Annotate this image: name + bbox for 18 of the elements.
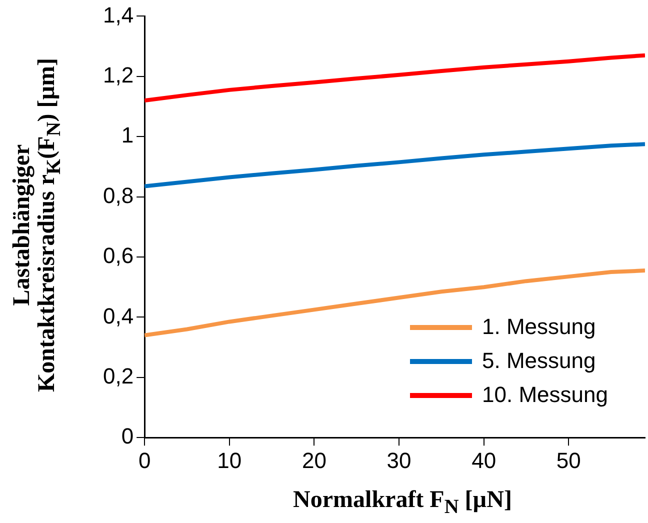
y-tick-label: 1,2: [102, 62, 134, 88]
legend-label: 10. Messung: [482, 382, 608, 408]
x-tick-label: 40: [472, 448, 496, 473]
y-tick-label: 0,8: [102, 182, 134, 208]
x-tick-label: 20: [302, 448, 326, 473]
x-tick-label: 30: [386, 448, 412, 473]
y-tick-label: 1: [121, 122, 134, 148]
y-tick-label: 0,6: [102, 243, 134, 268]
x-axis-title: Normalkraft F$_{N}$ [µN]: [292, 487, 513, 518]
x-tick-label: 10: [217, 448, 242, 473]
x-tick-label: 0: [138, 448, 151, 473]
x-tick-label: 50: [556, 448, 581, 473]
y-tick-label: 0: [121, 424, 134, 449]
legend-label: 1. Messung: [482, 314, 596, 340]
y-tick-label: 0,4: [102, 303, 134, 328]
legend-label: 5. Messung: [482, 348, 596, 374]
y-tick-label: 1,4: [102, 2, 134, 28]
y-tick-label: 0,2: [102, 363, 134, 388]
